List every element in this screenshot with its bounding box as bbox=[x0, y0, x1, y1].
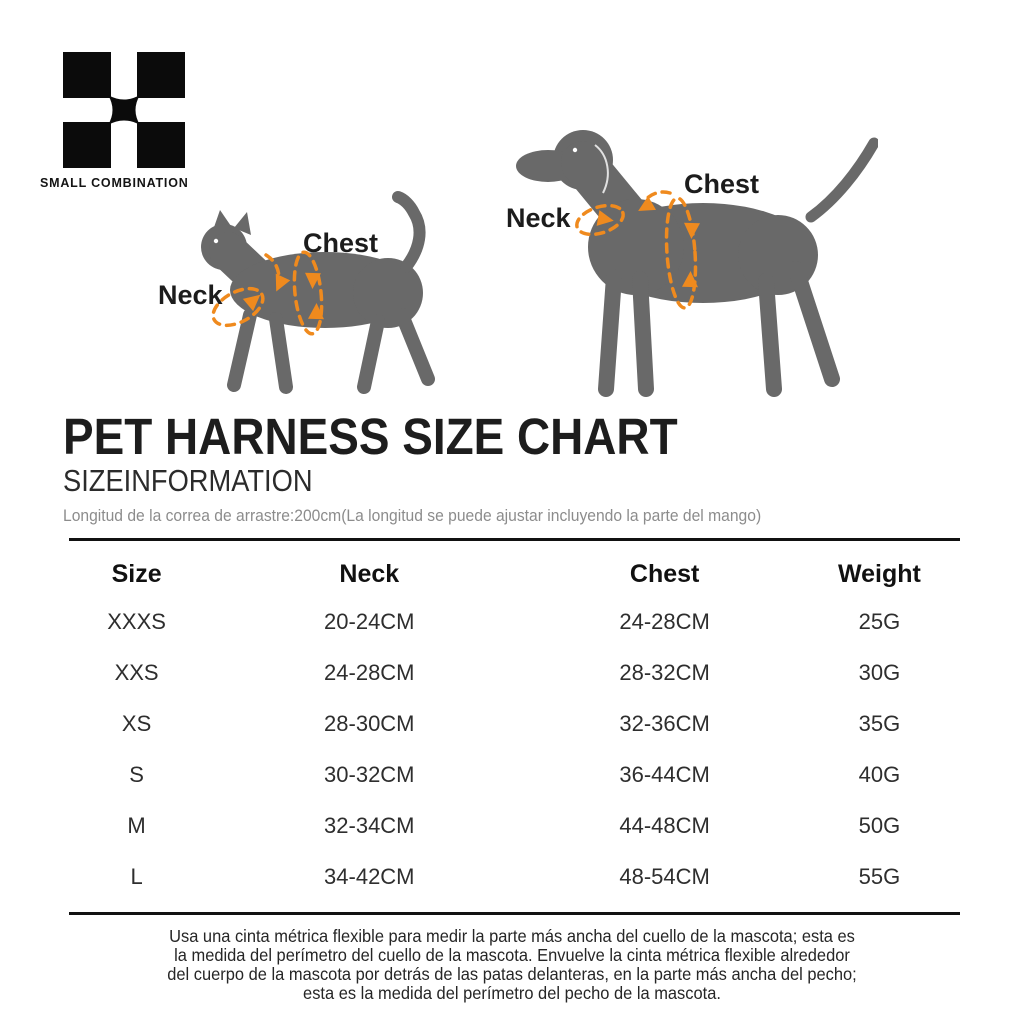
cell-neck: 30-32CM bbox=[324, 761, 415, 787]
page-title: PET HARNESS SIZE CHART bbox=[63, 408, 678, 465]
measuring-instructions: Usa una cinta métrica flexible para medi… bbox=[89, 927, 935, 1003]
dog-neck-label: Neck bbox=[506, 203, 572, 233]
table-row: XXXS 20-24CM 24-28CM 25G bbox=[65, 596, 960, 647]
leash-length-note: Longitud de la correa de arrastre:200cm(… bbox=[63, 506, 762, 525]
cell-chest: 24-28CM bbox=[619, 608, 710, 634]
cell-size: XXS bbox=[114, 659, 159, 685]
cell-neck: 20-24CM bbox=[324, 608, 415, 634]
cell-chest: 32-36CM bbox=[619, 710, 710, 736]
instructions-line: del cuerpo de la mascota por detrás de l… bbox=[167, 964, 857, 984]
cell-chest: 36-44CM bbox=[619, 761, 710, 787]
col-header-chest: Chest bbox=[629, 559, 700, 588]
table-row: L 34-42CM 48-54CM 55G bbox=[65, 851, 960, 902]
col-header-weight: Weight bbox=[837, 559, 921, 588]
cell-size: M bbox=[127, 812, 146, 838]
cell-chest: 28-32CM bbox=[619, 659, 710, 685]
cell-chest: 44-48CM bbox=[619, 812, 710, 838]
instructions-line: la medida del perímetro del cuello de la… bbox=[174, 945, 850, 965]
cell-neck: 34-42CM bbox=[324, 863, 415, 889]
instructions-line: esta es la medida del perímetro del pech… bbox=[303, 983, 721, 1003]
cell-neck: 28-30CM bbox=[324, 710, 415, 736]
table-row: XXS 24-28CM 28-32CM 30G bbox=[65, 647, 960, 698]
table-row: M 32-34CM 44-48CM 50G bbox=[65, 800, 960, 851]
dog-chest-measure-guide bbox=[664, 196, 700, 310]
cell-chest: 48-54CM bbox=[619, 863, 710, 889]
cell-weight: 40G bbox=[858, 761, 901, 787]
table-row: XS 28-30CM 32-36CM 35G bbox=[65, 698, 960, 749]
size-table: Size Neck Chest Weight XXXS 20-24CM 24-2… bbox=[65, 552, 960, 902]
divider-bottom bbox=[69, 912, 960, 915]
dog-measurement-diagram: Neck Chest bbox=[506, 130, 878, 397]
cat-chest-measure-guide bbox=[292, 250, 324, 336]
dog-silhouette bbox=[516, 130, 878, 397]
col-header-size: Size bbox=[111, 559, 162, 588]
table-header-row: Size Neck Chest Weight bbox=[65, 552, 960, 596]
divider-top bbox=[69, 538, 960, 541]
cat-silhouette bbox=[201, 191, 435, 394]
cell-size: L bbox=[130, 863, 143, 889]
cell-weight: 50G bbox=[858, 812, 901, 838]
cell-neck: 24-28CM bbox=[324, 659, 415, 685]
table-row: S 30-32CM 36-44CM 40G bbox=[65, 749, 960, 800]
cell-neck: 32-34CM bbox=[324, 812, 415, 838]
cell-weight: 30G bbox=[858, 659, 901, 685]
brand-name: SMALL COMBINATION bbox=[40, 176, 189, 190]
dog-neck-measure-guide bbox=[575, 190, 672, 237]
cell-weight: 35G bbox=[858, 710, 901, 736]
instructions-line: Usa una cinta métrica flexible para medi… bbox=[169, 926, 855, 946]
cat-measurement-diagram: Neck Chest bbox=[158, 191, 435, 394]
col-header-neck: Neck bbox=[339, 559, 400, 588]
cell-size: S bbox=[129, 761, 144, 787]
dog-chest-label: Chest bbox=[684, 169, 759, 199]
cell-size: XS bbox=[121, 710, 152, 736]
cat-neck-label: Neck bbox=[158, 280, 224, 310]
brand-logo: SMALL COMBINATION bbox=[40, 52, 189, 190]
page-subtitle: SIZEINFORMATION bbox=[63, 463, 313, 498]
cell-weight: 25G bbox=[858, 608, 901, 634]
cell-weight: 55G bbox=[858, 863, 901, 889]
brand-logo-icon bbox=[63, 52, 185, 168]
cat-chest-label: Chest bbox=[303, 228, 378, 258]
cat-neck-measure-guide bbox=[211, 253, 291, 328]
cell-size: XXXS bbox=[107, 608, 166, 634]
